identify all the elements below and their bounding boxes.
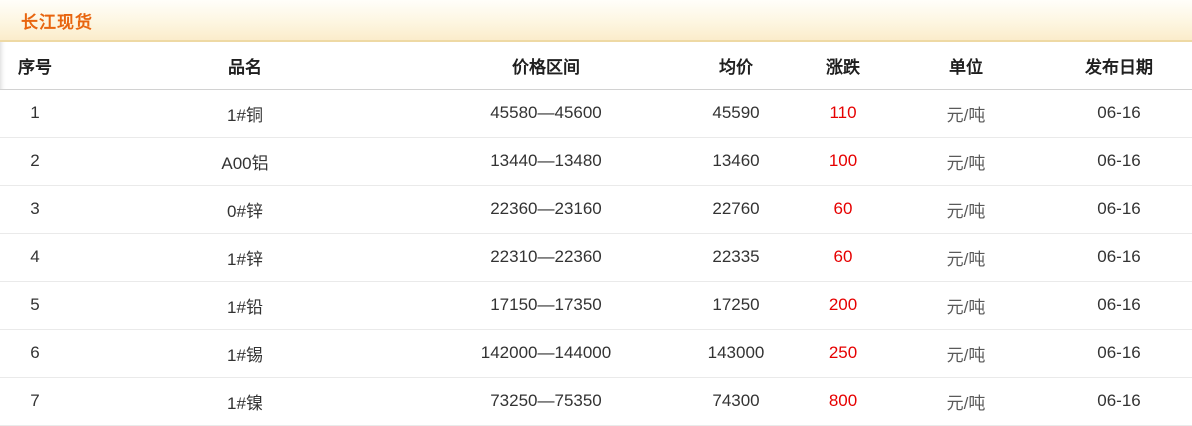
cell-price-range: 22310—22360 [490,247,602,266]
cell-seq: 7 [30,391,40,410]
cell-product-name: 0#锌 [227,201,263,221]
table-header-row: 序号 品名 价格区间 均价 涨跌 单位 发布日期 [0,42,1192,89]
cell-change: 250 [828,343,858,362]
cell-publish-date: 06-16 [1097,199,1141,218]
cell-product-name: 1#镍 [227,393,263,413]
table-row: 4 1#锌 22310—22360 22335 60 元/吨 06-16 [0,233,1192,281]
cell-product-name: 1#锡 [227,345,263,365]
cell-product-name: 1#铜 [227,105,263,125]
cell-product-name: 1#铅 [227,297,263,317]
cell-average-price: 22760 [712,199,760,218]
cell-change: 60 [833,199,853,218]
cell-price-range: 22360—23160 [490,199,602,218]
col-header-price-range: 价格区间 [512,57,580,77]
col-header-seq: 序号 [18,57,52,77]
cell-seq: 3 [30,199,40,218]
cell-change: 200 [828,295,858,314]
cell-change: 110 [829,103,857,122]
cell-average-price: 17250 [712,295,760,314]
table-row: 3 0#锌 22360—23160 22760 60 元/吨 06-16 [0,185,1192,233]
cell-publish-date: 06-16 [1097,343,1141,362]
cell-publish-date: 06-16 [1097,247,1141,266]
col-header-product-name: 品名 [228,57,262,77]
cell-publish-date: 06-16 [1097,103,1141,122]
cell-average-price: 22335 [712,247,760,266]
cell-product-name: 1#锌 [227,249,263,269]
col-header-unit: 单位 [949,57,983,77]
cell-publish-date: 06-16 [1097,295,1141,314]
cell-change: 800 [828,391,858,410]
price-table: 序号 品名 价格区间 均价 涨跌 单位 发布日期 1 1#铜 45580—45600… [0,42,1192,426]
col-header-average: 均价 [719,57,753,77]
table-row: 5 1#铅 17150—17350 17250 200 元/吨 06-16 [0,281,1192,329]
cell-publish-date: 06-16 [1097,151,1141,170]
cell-average-price: 74300 [712,391,760,410]
table-row: 2 A00铝 13440—13480 13460 100 元/吨 06-16 [0,137,1192,185]
cell-unit: 元/吨 [946,201,986,221]
cell-unit: 元/吨 [946,153,986,173]
cell-average-price: 45590 [712,103,760,122]
cell-price-range: 73250—75350 [490,391,602,410]
cell-unit: 元/吨 [946,345,986,365]
cell-change: 100 [828,151,858,170]
section-header: 长江现货 [0,0,1192,42]
cell-product-name: A00铝 [221,153,269,173]
cell-seq: 2 [30,151,40,170]
cell-price-range: 142000—144000 [480,343,612,362]
cell-price-range: 13440—13480 [490,151,602,170]
cell-seq: 4 [30,247,40,266]
cell-price-range: 45580—45600 [490,103,602,122]
cell-seq: 6 [30,343,40,362]
table-row: 7 1#镍 73250—75350 74300 800 元/吨 06-16 [0,377,1192,425]
table-row: 6 1#锡 142000—144000 143000 250 元/吨 06-16 [0,329,1192,377]
cell-unit: 元/吨 [946,105,986,125]
cell-seq: 1 [30,103,40,122]
cell-publish-date: 06-16 [1097,391,1141,410]
cell-unit: 元/吨 [946,249,986,269]
cell-price-range: 17150—17350 [490,295,602,314]
section-title: 长江现货 [21,12,93,32]
col-header-change: 涨跌 [826,57,860,77]
cell-unit: 元/吨 [946,297,986,317]
cell-average-price: 143000 [707,343,765,362]
cell-change: 60 [833,247,853,266]
cell-seq: 5 [30,295,40,314]
cell-unit: 元/吨 [946,393,986,413]
col-header-publish-date: 发布日期 [1085,57,1153,77]
table-row: 1 1#铜 45580—45600 45590 110 元/吨 06-16 [0,89,1192,137]
cell-average-price: 13460 [712,151,760,170]
